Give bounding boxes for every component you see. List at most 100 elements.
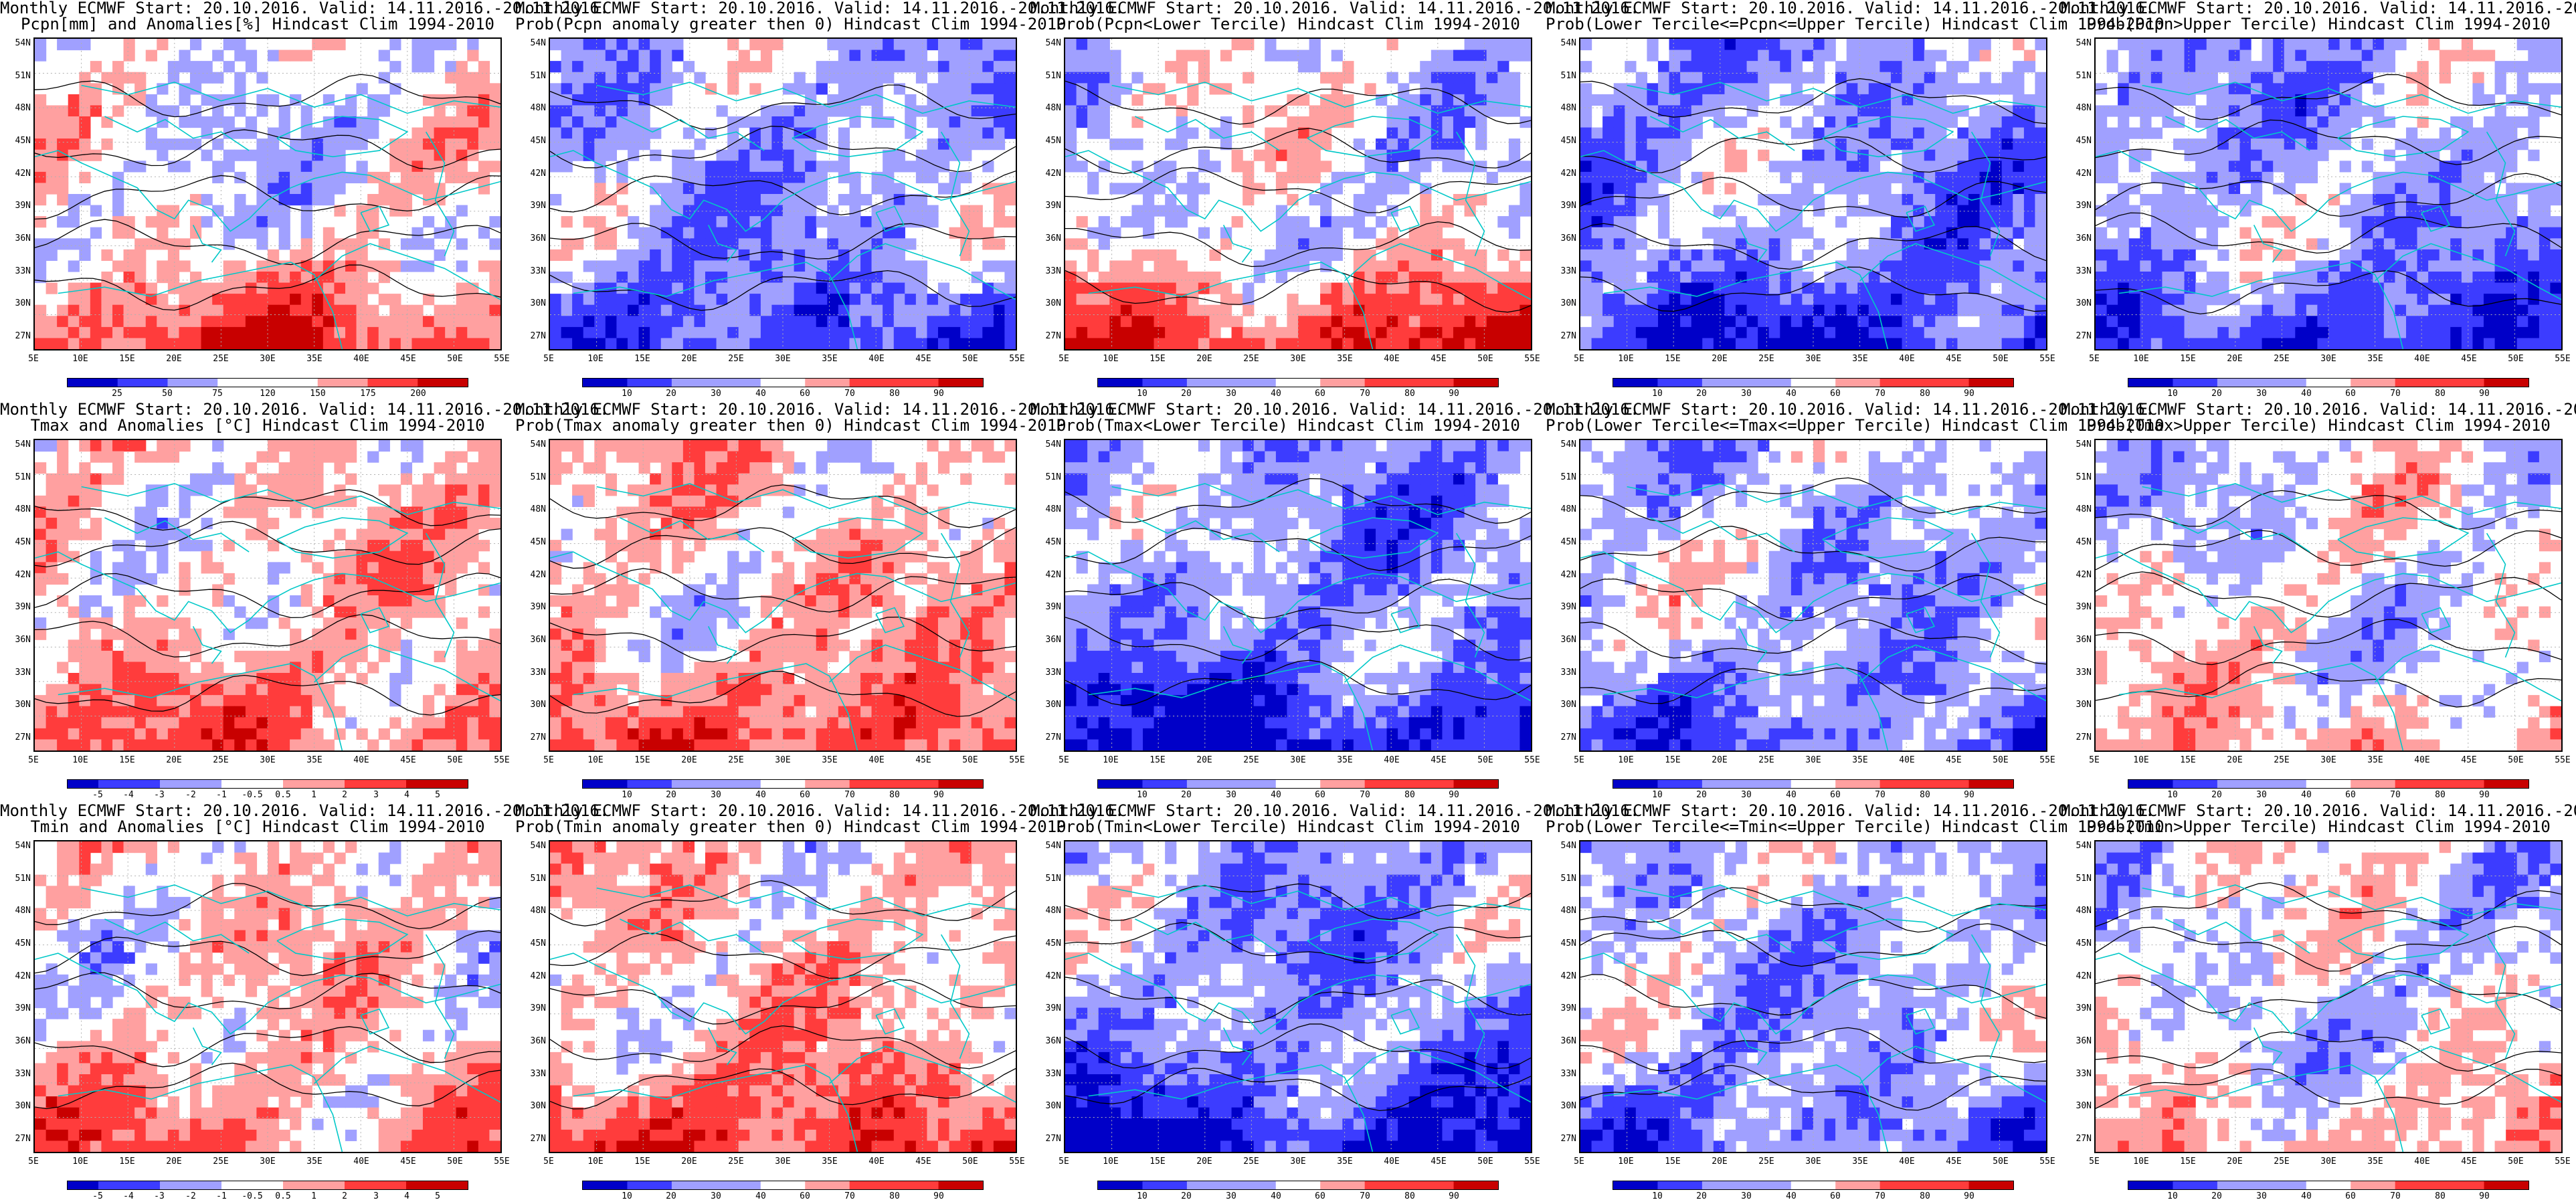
longitude-label: 50E xyxy=(962,1157,978,1167)
latitude-label: 39N xyxy=(15,201,31,211)
longitude-label: 5E xyxy=(2089,755,2100,765)
panel-title-line-1: Monthly ECMWF Start: 20.10.2016. Valid: … xyxy=(2061,0,2576,17)
longitude-label: 30E xyxy=(1290,1157,1306,1167)
longitude-label: 45E xyxy=(2461,1157,2477,1167)
longitude-label: 10E xyxy=(72,755,88,765)
colorbar-tick-label: 40 xyxy=(1786,790,1797,800)
colorbar-swatch xyxy=(129,780,162,788)
coastlines xyxy=(2096,884,2561,1152)
colorbar-tick-label: 20 xyxy=(1696,389,1707,399)
latitude-label: 51N xyxy=(530,874,546,884)
latitude-label: 27N xyxy=(15,331,31,341)
coastlines xyxy=(1580,884,2046,1152)
forecast-map-canvas xyxy=(35,39,500,349)
colorbar-tick-label: -5 xyxy=(92,790,103,800)
colorbar-swatch xyxy=(1657,1181,1705,1189)
longitude-label: 5E xyxy=(543,1157,554,1167)
longitude-label: 40E xyxy=(1384,1157,1400,1167)
colorbar-tick-label: 30 xyxy=(1226,1191,1236,1201)
colorbar-tick-label: 90 xyxy=(1449,1191,1459,1201)
latitude-label: 42N xyxy=(530,169,546,179)
colorbar-tick-label: 120 xyxy=(260,389,276,399)
panel-title-line-2: Prob(Tmin anomaly greater then 0) Hindca… xyxy=(515,817,1067,836)
shaded-field xyxy=(1580,841,2046,1152)
colorbar-swatch xyxy=(1364,1181,1412,1189)
latitude-label: 27N xyxy=(530,732,546,742)
colorbar-tick-label: 30 xyxy=(711,1191,721,1201)
longitude-label: 55E xyxy=(2555,755,2571,765)
longitude-label: 50E xyxy=(962,755,978,765)
latitude-label: 39N xyxy=(1560,1003,1576,1013)
colorbar-tick-label: 20 xyxy=(666,790,676,800)
colorbar-swatch xyxy=(1835,780,1882,788)
latitude-label: 54N xyxy=(1045,38,1061,48)
latitude-label: 30N xyxy=(1560,700,1576,710)
longitude-label: 25E xyxy=(728,1157,744,1167)
colorbar-tick-label: 90 xyxy=(2479,389,2490,399)
colorbar-tick-label: 20 xyxy=(1181,389,1192,399)
longitude-label: 30E xyxy=(1290,755,1306,765)
colorbar-swatch xyxy=(627,379,674,387)
longitude-label: 35E xyxy=(1337,1157,1353,1167)
colorbar-tick-label: 25 xyxy=(112,389,122,399)
colorbar-canvas xyxy=(1613,379,2013,387)
longitude-label: 10E xyxy=(1103,354,1119,364)
colorbar-tick-label: 40 xyxy=(1786,1191,1797,1201)
colorbar-tick-label: 80 xyxy=(1920,790,1930,800)
forecast-map xyxy=(1579,37,2047,350)
latitude-label: 45N xyxy=(15,537,31,547)
graticule xyxy=(1580,39,2046,349)
colorbar-swatch xyxy=(1320,780,1367,788)
colorbar-tick-label: 90 xyxy=(1964,1191,1974,1201)
latitude-label: 45N xyxy=(1045,136,1061,146)
colorbar-swatch xyxy=(2440,780,2486,788)
latitude-label: 48N xyxy=(1045,906,1061,916)
forecast-map xyxy=(2094,37,2563,350)
panel-title-line-2: Prob(Lower Tercile<=Tmax<=Upper Tercile)… xyxy=(1546,416,2165,435)
latitude-label: 54N xyxy=(15,38,31,48)
longitude-label: 25E xyxy=(728,354,744,364)
latitude-label: 42N xyxy=(1045,971,1061,981)
forecast-panel: Monthly ECMWF Start: 20.10.2016. Valid: … xyxy=(1546,0,2165,401)
latitude-label: 39N xyxy=(2076,201,2092,211)
latitude-label: 45N xyxy=(15,938,31,948)
longitude-label: 5E xyxy=(1574,1157,1584,1167)
latitude-label: 30N xyxy=(2076,1101,2092,1111)
colorbar xyxy=(2128,1181,2529,1190)
latitude-label: 33N xyxy=(530,668,546,678)
colorbar-canvas xyxy=(583,1181,983,1189)
shaded-field xyxy=(35,39,500,349)
colorbar-canvas xyxy=(2128,1181,2528,1189)
latitude-label: 51N xyxy=(1560,71,1576,81)
colorbar-tick-label: 80 xyxy=(1920,389,1930,399)
colorbar-swatch xyxy=(314,1181,347,1189)
latitude-label: 51N xyxy=(15,71,31,81)
longitude-label: 55E xyxy=(494,354,510,364)
longitude-label: 25E xyxy=(213,354,229,364)
latitude-label: 54N xyxy=(2076,38,2092,48)
colorbar-swatch xyxy=(2173,379,2220,387)
colorbar-swatch xyxy=(406,1181,439,1189)
longitude-label: 15E xyxy=(119,354,135,364)
forecast-map xyxy=(1579,840,2047,1153)
colorbar-swatch xyxy=(1746,379,1794,387)
colorbar-swatch xyxy=(2217,1181,2264,1189)
colorbar-tick-label: 10 xyxy=(2167,389,2178,399)
longitude-label: 35E xyxy=(306,354,323,364)
longitude-label: 10E xyxy=(72,1157,88,1167)
latitude-label: 33N xyxy=(1045,266,1061,276)
longitude-label: 55E xyxy=(1524,755,1540,765)
longitude-label: 30E xyxy=(1805,354,1821,364)
colorbar-swatch xyxy=(2173,1181,2220,1189)
latitude-label: 33N xyxy=(2076,266,2092,276)
colorbar-tick-label: 20 xyxy=(2211,790,2222,800)
latitude-label: 54N xyxy=(1560,439,1576,449)
colorbar-tick-label: 90 xyxy=(933,790,944,800)
colorbar xyxy=(2128,378,2529,387)
colorbar-swatch xyxy=(938,1181,983,1189)
longitude-label: 5E xyxy=(2089,1157,2100,1167)
colorbar-tick-label: 60 xyxy=(2345,1191,2356,1201)
longitude-label: 15E xyxy=(1149,354,1166,364)
longitude-label: 35E xyxy=(1852,354,1868,364)
colorbar xyxy=(67,779,468,789)
